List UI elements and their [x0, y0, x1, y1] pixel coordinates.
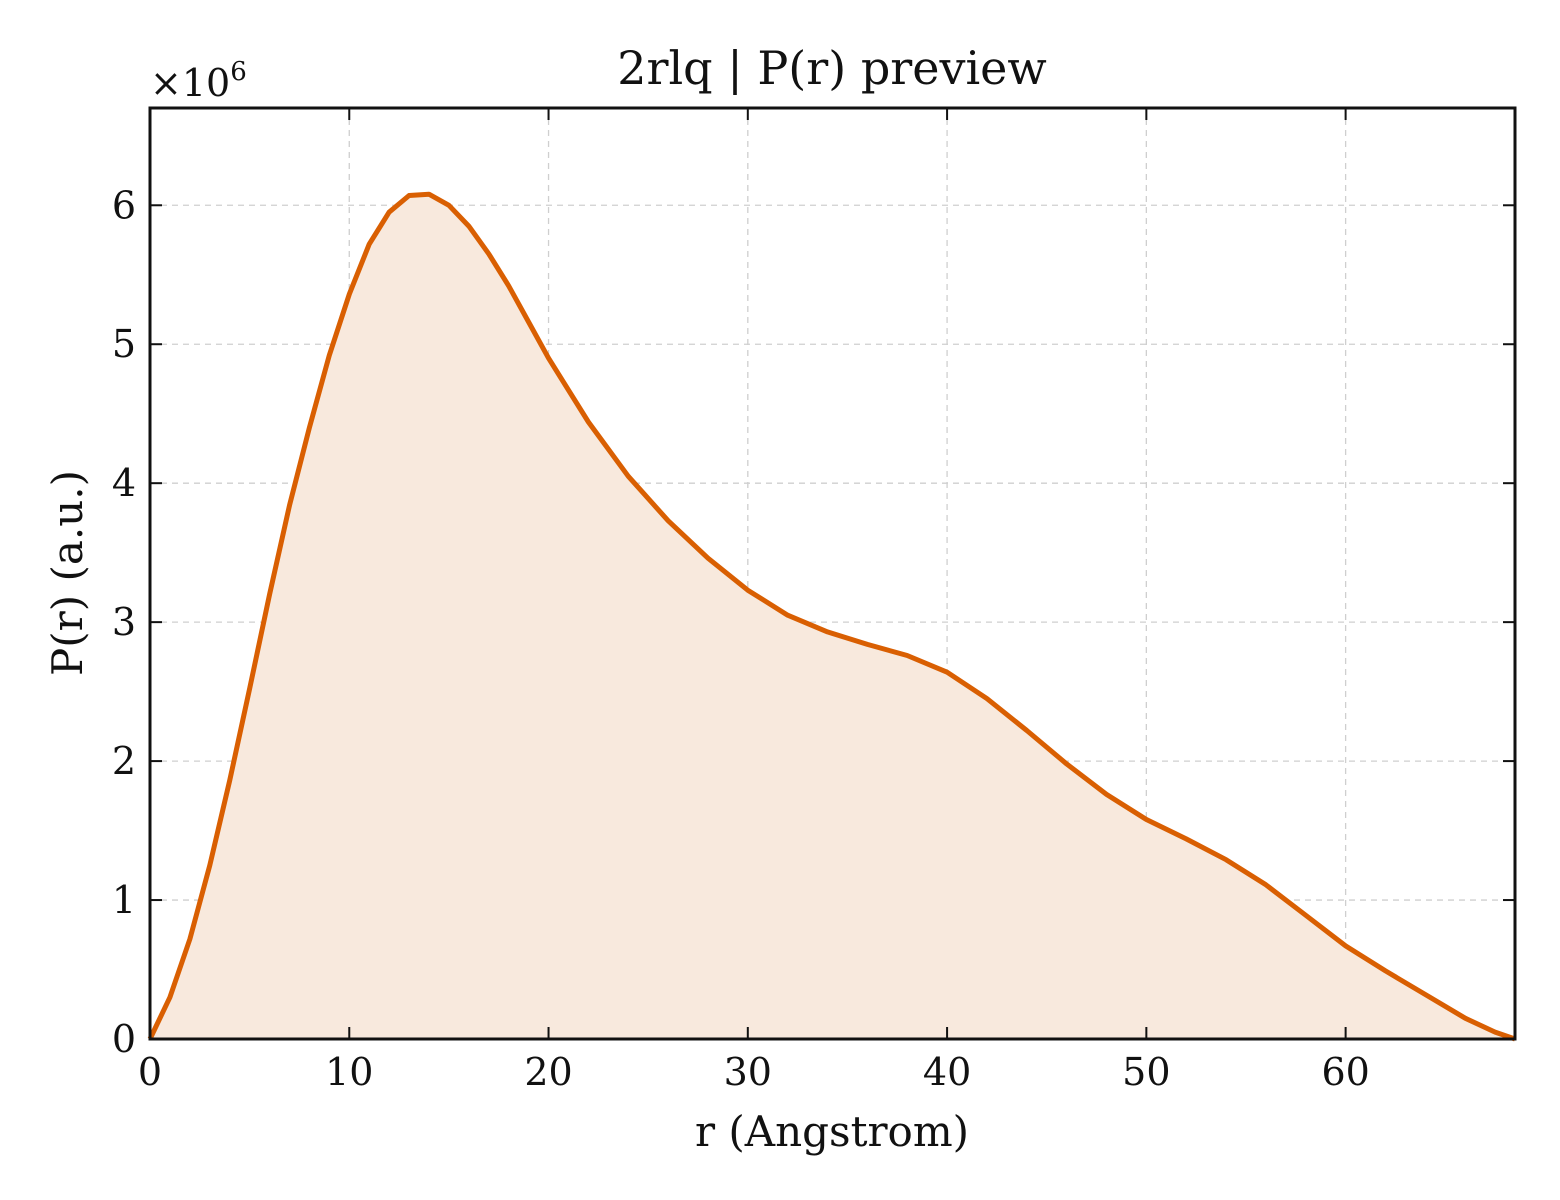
- x-tick-label: 20: [524, 1050, 572, 1094]
- y-scale-base: ×10: [150, 61, 230, 105]
- y-tick-label: 3: [112, 600, 136, 644]
- y-scale-multiplier: ×106: [150, 57, 247, 105]
- x-tick-label: 50: [1122, 1050, 1170, 1094]
- pr-line: [147, 191, 1516, 1042]
- x-tick-label: 40: [923, 1050, 971, 1094]
- y-axis-title: P(r) (a.u.): [43, 470, 92, 676]
- area-fill: [150, 194, 1515, 1039]
- x-tick-label: 10: [325, 1050, 373, 1094]
- x-axis-title: r (Angstrom): [695, 1107, 969, 1156]
- x-tick-label: 30: [724, 1050, 772, 1094]
- y-tick-label: 2: [112, 739, 136, 783]
- y-tick-label: 0: [112, 1017, 136, 1061]
- y-tick-label: 6: [112, 183, 136, 227]
- y-scale-exponent: 6: [230, 57, 247, 87]
- x-tick-label: 0: [138, 1050, 162, 1094]
- x-axis: 0 10 20 30 40 50 60: [138, 108, 1370, 1094]
- y-axis: 0 1 2 3 4 5 6: [112, 183, 1515, 1061]
- y-tick-label: 4: [112, 461, 136, 505]
- plot-frame: [148, 106, 1517, 1041]
- x-tick-label: 60: [1321, 1050, 1369, 1094]
- y-tick-label: 5: [112, 322, 136, 366]
- y-tick-label: 1: [112, 878, 136, 922]
- chart-title: 2rlq | P(r) preview: [617, 41, 1047, 95]
